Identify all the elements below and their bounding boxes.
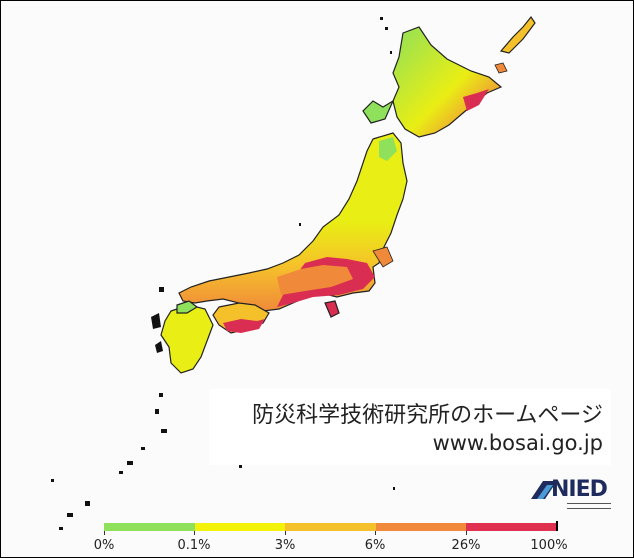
legend-tick-0 [104,531,105,535]
nied-logo-mark-icon [531,481,557,499]
nied-logo-subtext [567,503,611,509]
legend-tick-3 [375,531,376,535]
legend-label-4: 26% [451,538,481,553]
nied-logo: NIED [529,475,613,517]
legend-label-2: 3% [274,538,296,553]
legend-segment-4 [466,523,557,531]
legend-tick-1 [194,531,195,535]
legend-segment-0 [104,523,195,531]
info-url-link[interactable]: www.bosai.go.jp [432,431,603,455]
legend-segment-2 [285,523,376,531]
info-title: 防災科学技術研究所のホームページ [252,403,603,428]
legend-label-1: 0.1% [177,538,211,553]
legend-color-bar [104,523,557,531]
info-box: 防災科学技術研究所のホームページ www.bosai.go.jp [209,389,611,465]
hokkaido-region [362,15,536,138]
nied-logo-text: NIED [551,477,608,502]
legend-label-5: 100% [530,538,568,553]
legend-segment-3 [375,523,467,531]
legend-tick-5 [556,521,558,531]
legend-tick-2 [285,531,286,535]
legend-label-0: 0% [93,538,115,553]
shikoku-region [212,302,270,334]
legend-segment-1 [194,523,286,531]
ryukyu-islands [51,393,395,530]
legend-label-3: 6% [364,538,386,553]
honshu-region [159,132,408,318]
legend-tick-4 [466,531,467,535]
kyushu-region [151,300,214,374]
